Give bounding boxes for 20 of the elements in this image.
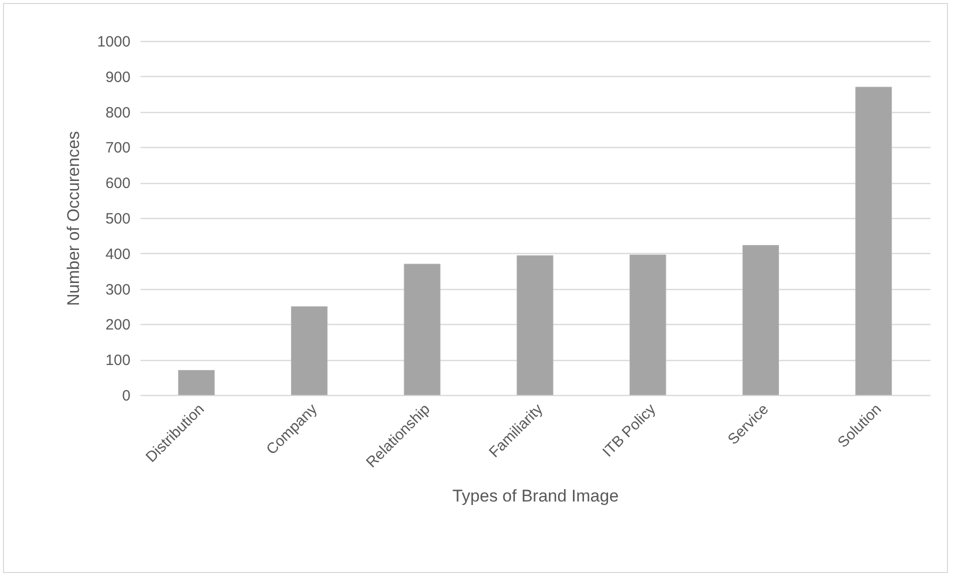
y-axis-title: Number of Occurences <box>64 131 84 306</box>
y-tick-label: 300 <box>105 281 130 298</box>
y-tick-label: 400 <box>105 246 130 263</box>
y-tick-label: 600 <box>105 175 130 192</box>
y-tick-label: 1000 <box>97 34 130 50</box>
bar <box>742 245 780 396</box>
y-tick-label: 800 <box>105 104 130 122</box>
y-tick-label: 500 <box>105 210 130 228</box>
y-tick-label: 100 <box>105 352 130 370</box>
bar <box>178 370 215 396</box>
bar <box>516 255 554 396</box>
y-tick-label: 900 <box>105 68 130 86</box>
bar <box>630 254 666 396</box>
bar <box>290 306 328 396</box>
x-axis-title: Types of Brand Image <box>452 486 619 506</box>
y-tick-label: 200 <box>105 316 130 334</box>
y-tick-label: 0 <box>122 388 130 404</box>
bar <box>855 86 892 396</box>
y-tick-label: 700 <box>105 140 130 157</box>
bar <box>404 264 440 396</box>
